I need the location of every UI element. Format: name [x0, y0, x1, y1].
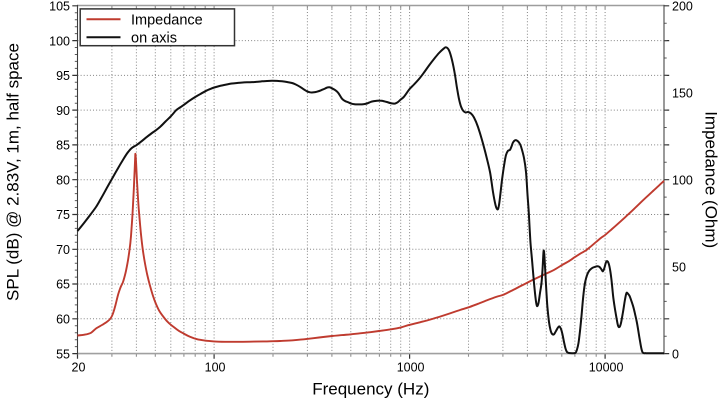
svg-text:95: 95 — [56, 69, 70, 83]
svg-text:75: 75 — [56, 208, 70, 222]
svg-text:60: 60 — [56, 313, 70, 327]
svg-text:100: 100 — [49, 34, 70, 48]
svg-text:Impedance (Ohm): Impedance (Ohm) — [702, 111, 720, 248]
svg-text:200: 200 — [672, 0, 693, 14]
svg-text:on axis: on axis — [131, 30, 177, 46]
svg-text:65: 65 — [56, 278, 70, 292]
svg-text:20: 20 — [72, 360, 86, 374]
svg-text:150: 150 — [672, 87, 693, 101]
svg-text:70: 70 — [56, 243, 70, 257]
svg-text:90: 90 — [56, 104, 70, 118]
svg-text:105: 105 — [49, 0, 70, 14]
svg-text:85: 85 — [56, 139, 70, 153]
svg-text:1000: 1000 — [397, 360, 425, 374]
svg-text:Frequency (Hz): Frequency (Hz) — [312, 379, 429, 398]
svg-text:SPL (dB) @ 2.83V, 1m, half spa: SPL (dB) @ 2.83V, 1m, half space — [4, 43, 23, 301]
svg-text:80: 80 — [56, 173, 70, 187]
svg-text:100: 100 — [205, 360, 226, 374]
svg-text:100: 100 — [672, 173, 693, 187]
svg-text:Impedance: Impedance — [131, 12, 203, 28]
svg-text:10000: 10000 — [589, 360, 624, 374]
svg-text:50: 50 — [672, 260, 686, 274]
svg-text:0: 0 — [672, 347, 679, 361]
svg-text:55: 55 — [56, 347, 70, 361]
